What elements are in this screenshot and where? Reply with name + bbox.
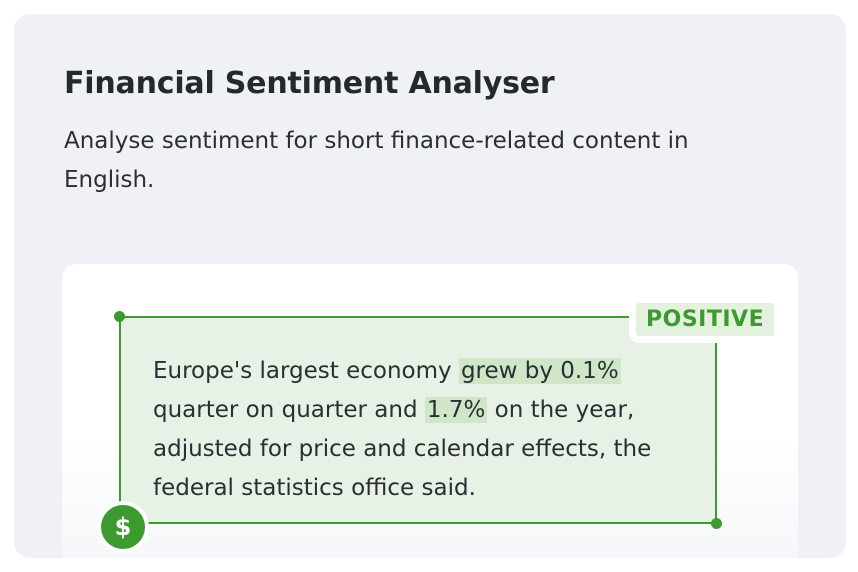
text-segment: Europe's largest economy (153, 358, 459, 384)
page-title: Financial Sentiment Analyser (64, 66, 555, 101)
example-text: Europe's largest economy grew by 0.1% qu… (153, 352, 683, 508)
highlight-phrase: 1.7% (424, 397, 488, 423)
frame-handle-top-left (114, 311, 125, 322)
example-panel: POSITIVE Europe's largest economy grew b… (62, 264, 798, 558)
sentiment-card: Financial Sentiment Analyser Analyse sen… (14, 14, 846, 558)
highlight-phrase: grew by 0.1% (458, 358, 621, 384)
dollar-icon: $ (101, 505, 145, 549)
analysis-frame: POSITIVE Europe's largest economy grew b… (114, 296, 782, 529)
text-segment: quarter on quarter and (153, 397, 425, 423)
frame-handle-bottom-right (711, 518, 722, 529)
sentiment-badge: POSITIVE (629, 296, 782, 343)
text-segment: on the year, adjusted for price and cale… (153, 397, 652, 501)
page-subtitle: Analyse sentiment for short finance-rela… (64, 128, 689, 193)
